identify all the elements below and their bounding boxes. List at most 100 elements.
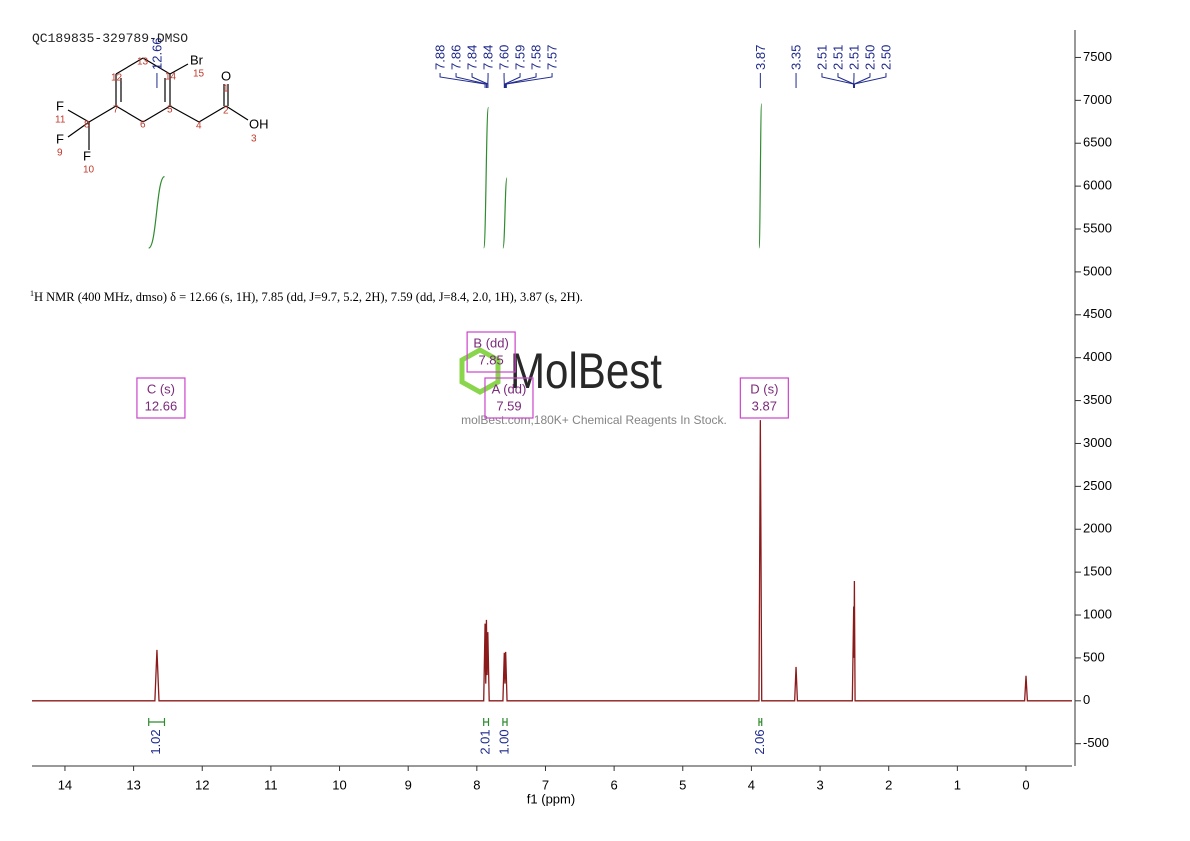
- peak-connector: [504, 73, 521, 88]
- x-tick-label: 12: [195, 777, 209, 792]
- peak-label: 2.50: [878, 45, 893, 70]
- atom-number: 8: [84, 120, 90, 131]
- atom-number: 6: [140, 120, 146, 131]
- x-tick-label: 1: [954, 777, 961, 792]
- y-tick-label: 5500: [1083, 220, 1112, 235]
- x-tick-label: 7: [542, 777, 549, 792]
- bond: [142, 105, 171, 123]
- description-text: H NMR (400 MHz, dmso) δ = 12.66 (s, 1H),…: [34, 290, 583, 305]
- peak-label: 7.59: [512, 45, 527, 70]
- peak-label: 2.51: [814, 45, 829, 70]
- atom-label: Br: [190, 52, 204, 67]
- bond: [67, 121, 90, 138]
- x-tick-label: 9: [405, 777, 412, 792]
- x-tick-label: 13: [126, 777, 140, 792]
- peak-connector: [455, 73, 487, 88]
- y-tick-label: 1000: [1083, 606, 1112, 621]
- multiplet-shift: 7.85: [478, 352, 503, 367]
- bond: [88, 105, 117, 123]
- peak-connector: [853, 73, 871, 88]
- multiplet-box: [484, 377, 534, 419]
- description-superscript: 1: [30, 289, 34, 298]
- peak-connector: [505, 73, 553, 88]
- integral-curve: [758, 103, 763, 249]
- peak-label: 2.50: [862, 45, 877, 70]
- x-tick-label: 14: [58, 777, 72, 792]
- peak-label: 7.86: [448, 45, 463, 70]
- peak-label: 7.57: [544, 45, 559, 70]
- watermark-brand: MolBest: [510, 343, 662, 399]
- spectrum: [32, 420, 1072, 702]
- peak-label: 2.51: [846, 45, 861, 70]
- atom-number: 3: [251, 134, 257, 145]
- description: 1H NMR (400 MHz, dmso) δ = 12.66 (s, 1H)…: [30, 285, 596, 306]
- y-tick-label: 3000: [1083, 435, 1112, 450]
- integral-label: 2.06: [752, 729, 767, 754]
- y-tick-label: 6500: [1083, 135, 1112, 150]
- peak-connector: [439, 73, 486, 88]
- x-axis-label: f1 (ppm): [527, 791, 575, 806]
- atom-number: 4: [196, 121, 202, 132]
- atom-number: 11: [55, 115, 66, 126]
- peak-label: 7.58: [528, 45, 543, 70]
- bond: [225, 105, 249, 121]
- atom-number: 2: [223, 106, 229, 117]
- bond: [169, 63, 189, 75]
- atom-number: 7: [113, 105, 119, 116]
- peak-label: 3.87: [753, 45, 768, 70]
- multiplet-name: A (dd): [492, 381, 527, 396]
- multiplet-name: C (s): [147, 381, 175, 396]
- atom-label: F: [56, 98, 64, 113]
- x-tick-label: 6: [611, 777, 618, 792]
- watermark-tagline: molBest.com,180K+ Chemical Reagents In S…: [461, 413, 727, 427]
- atom-label: F: [83, 148, 91, 163]
- y-tick-label: 3500: [1083, 392, 1112, 407]
- multiplet-box: [136, 377, 186, 419]
- bond: [198, 105, 227, 123]
- integral-label: 2.01: [478, 729, 493, 754]
- molecule: Br O OH F F F 15 14 13 12 7 5 6 4 2 1 3 …: [55, 52, 269, 175]
- integral-bracket: [483, 718, 490, 726]
- peak-connector: [505, 73, 537, 88]
- y-tick-label: 1500: [1083, 564, 1112, 579]
- atom-number: 14: [165, 72, 177, 83]
- y-tick-label: -500: [1083, 735, 1109, 750]
- integral-bracket: [502, 718, 508, 726]
- x-tick-label: 3: [816, 777, 823, 792]
- sample-name: QC189835-329789-DMSO: [32, 31, 189, 46]
- multiplet-name: D (s): [750, 381, 778, 396]
- peak-label: 7.88: [432, 45, 447, 70]
- x-tick-label: 0: [1022, 777, 1029, 792]
- peak-label: 12.66: [149, 37, 164, 70]
- multiplet-shift: 7.59: [496, 398, 521, 413]
- multiplet-shift: 3.87: [752, 398, 777, 413]
- peak-connector: [837, 73, 855, 88]
- peak-label: 7.84: [464, 45, 479, 70]
- watermark: MolBest molBest.com,180K+ Chemical Reage…: [459, 343, 727, 427]
- multiplet-box: [466, 331, 516, 373]
- x-tick-label: 10: [332, 777, 346, 792]
- y-tick-label: 4500: [1083, 306, 1112, 321]
- y-tick-label: 500: [1083, 649, 1105, 664]
- x-tick-label: 5: [679, 777, 686, 792]
- atom-label: OH: [249, 116, 269, 131]
- bond: [115, 57, 144, 75]
- y-tick-label: 0: [1083, 692, 1090, 707]
- atom-number: 9: [57, 148, 63, 159]
- peak-label: 7.60: [496, 45, 511, 70]
- x-tick-label: 2: [885, 777, 892, 792]
- bond: [67, 109, 90, 123]
- bond: [142, 57, 171, 75]
- integral-curve: [502, 177, 508, 249]
- y-tick-label: 7500: [1083, 49, 1112, 64]
- y-tick-label: 4000: [1083, 349, 1112, 364]
- atom-number: 5: [167, 105, 173, 116]
- y-tick-label: 2000: [1083, 521, 1112, 536]
- multiplet-box: [739, 377, 789, 419]
- peak-label: 3.35: [788, 45, 803, 70]
- multiplet-name: B (dd): [473, 335, 508, 350]
- atom-number: 13: [137, 57, 149, 68]
- multiplet-shift: 12.66: [145, 398, 178, 413]
